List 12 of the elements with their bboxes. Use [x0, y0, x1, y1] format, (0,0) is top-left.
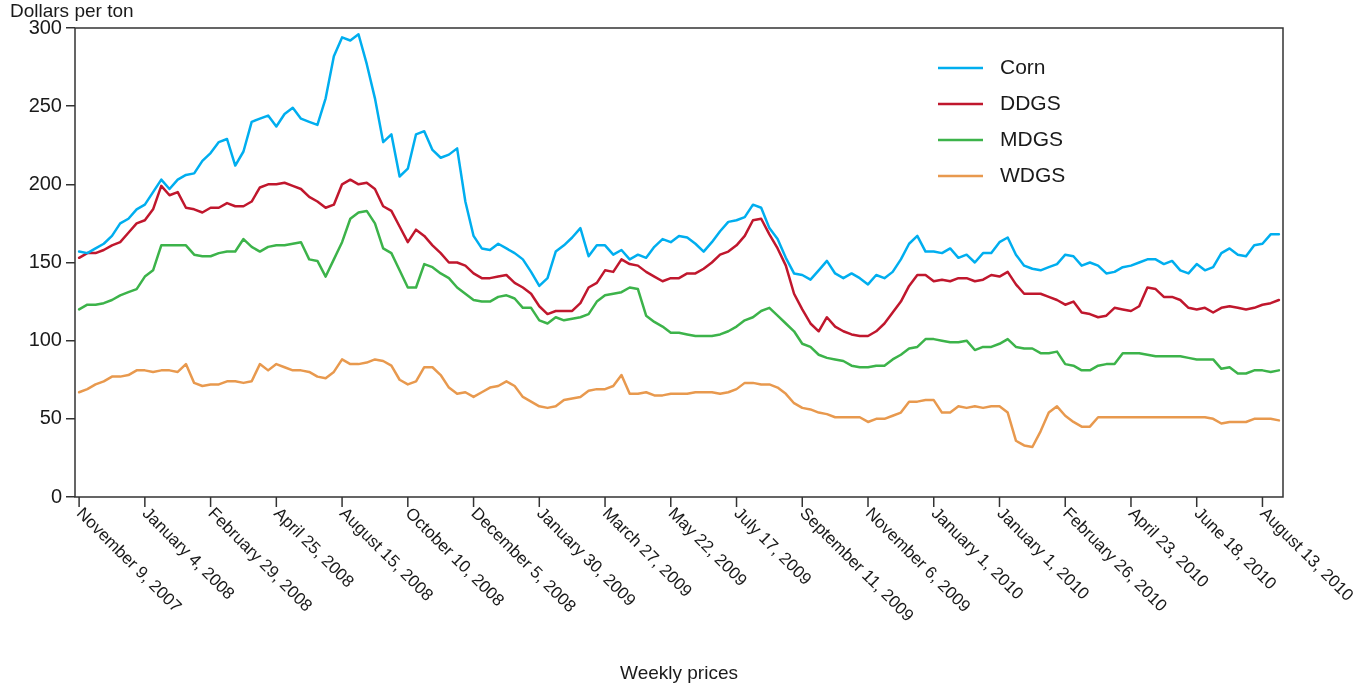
y-tick-label: 250 [28, 93, 62, 116]
x-axis-title: Weekly prices [620, 661, 738, 683]
legend-label: Corn [1000, 54, 1046, 78]
y-tick-label: 150 [28, 250, 62, 273]
legend-label: DDGS [1000, 90, 1061, 114]
y-tick-label: 50 [39, 406, 62, 429]
y-axis-title: Dollars per ton [10, 0, 134, 21]
legend-label: WDGS [1000, 162, 1066, 186]
y-tick-label: 100 [28, 328, 62, 351]
y-tick-label: 200 [28, 171, 62, 194]
y-tick-label: 0 [50, 484, 62, 507]
legend-label: MDGS [1000, 126, 1063, 150]
